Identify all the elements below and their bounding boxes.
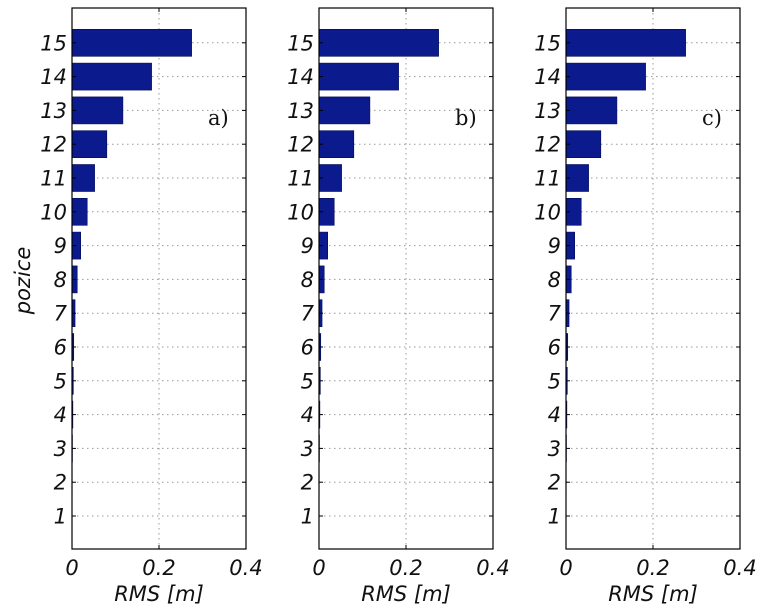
y-tick-label: 14 [40,65,67,89]
panel-label: c) [702,106,722,130]
panel-label: a) [208,106,229,130]
y-tick-label: 6 [548,336,561,360]
bar-15 [565,28,686,57]
x-tick-label: 0 [65,556,78,580]
y-tick-label: 2 [548,471,561,495]
y-tick-label: 4 [548,403,561,427]
y-tick-label: 15 [534,31,561,55]
bar-12 [318,130,355,158]
y-tick-label: 6 [54,336,67,360]
y-tick-label: 9 [301,234,314,258]
bar-15 [71,28,192,57]
y-tick-label: 7 [301,302,315,326]
y-tick-label: 9 [54,234,67,258]
y-tick-label: 2 [54,471,67,495]
y-tick-label: 3 [548,437,561,461]
bar-13 [565,96,618,125]
y-tick-label: 8 [301,268,314,292]
y-tick-label: 14 [534,65,561,89]
y-tick-label: 10 [40,200,67,224]
y-tick-label: 4 [301,403,314,427]
y-tick-label: 4 [54,403,67,427]
y-tick-label: 13 [534,99,561,123]
x-axis-title: RMS [m] [608,582,698,606]
y-tick-label: 6 [301,336,314,360]
x-tick-label: 0.2 [636,556,669,580]
bar-14 [565,62,646,91]
y-tick-label: 12 [40,133,67,157]
bar-13 [71,96,124,125]
x-tick-label: 0.2 [142,556,175,580]
bar-13 [318,96,371,125]
y-tick-label: 5 [301,369,314,393]
x-tick-label: 0.4 [476,556,509,580]
y-tick-label: 7 [54,302,68,326]
y-tick-label: 8 [54,268,67,292]
y-tick-label: 7 [548,302,562,326]
bar-12 [71,130,108,158]
x-tick-label: 0 [312,556,325,580]
bar-12 [565,130,602,158]
y-tick-label: 12 [534,133,561,157]
x-tick-label: 0.2 [389,556,422,580]
y-tick-label: 3 [301,437,314,461]
y-tick-label: 14 [287,65,314,89]
bar-14 [318,62,399,91]
y-tick-label: 11 [287,167,314,191]
x-tick-label: 0.4 [229,556,262,580]
y-tick-label: 2 [301,471,314,495]
y-tick-label: 5 [548,369,561,393]
y-tick-label: 15 [40,31,67,55]
x-tick-label: 0.4 [723,556,756,580]
y-tick-label: 12 [287,133,314,157]
x-axis-title: RMS [m] [361,582,451,606]
y-tick-label: 15 [287,31,314,55]
y-tick-label: 9 [548,234,561,258]
x-axis-title: RMS [m] [114,582,204,606]
y-tick-label: 3 [54,437,67,461]
y-tick-label: 13 [40,99,67,123]
y-axis-title: pozice [11,247,35,316]
y-tick-label: 1 [548,505,561,529]
y-tick-label: 10 [287,200,314,224]
y-tick-label: 1 [54,505,67,529]
y-tick-label: 1 [301,505,314,529]
panel-label: b) [455,106,477,130]
y-tick-label: 5 [54,369,67,393]
y-tick-label: 10 [534,200,561,224]
y-tick-label: 8 [548,268,561,292]
x-tick-label: 0 [559,556,572,580]
y-tick-label: 13 [287,99,314,123]
y-tick-label: 11 [534,167,561,191]
bar-15 [318,28,439,57]
y-tick-label: 11 [40,167,67,191]
bar-14 [71,62,152,91]
